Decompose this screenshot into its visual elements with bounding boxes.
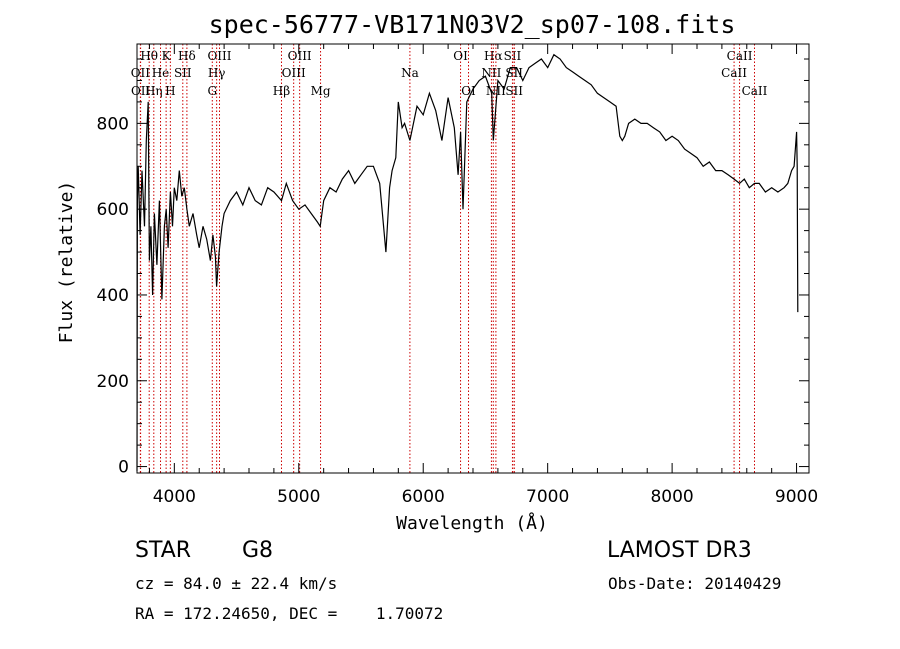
line-marker-label: SII bbox=[504, 49, 522, 63]
line-marker-label: CaII bbox=[727, 49, 753, 63]
ra-dec: RA = 172.24650, DEC = 1.70072 bbox=[135, 604, 444, 623]
line-marker-label: OI bbox=[461, 84, 476, 98]
line-marker-label: Hθ bbox=[140, 49, 158, 63]
x-tick-label: 7000 bbox=[526, 487, 569, 507]
line-marker-label: CaII bbox=[742, 84, 768, 98]
line-marker-label: K bbox=[162, 49, 172, 63]
x-axis-label: Wavelength (Å) bbox=[396, 512, 548, 534]
chart-title: spec-56777-VB171N03V2_sp07-108.fits bbox=[209, 10, 736, 39]
line-marker-label: OIII bbox=[282, 66, 306, 80]
y-tick-label: 200 bbox=[97, 372, 129, 392]
line-marker-label: SII bbox=[505, 84, 523, 98]
line-marker-label: Hη bbox=[145, 84, 163, 98]
y-axis: 0 200 400 600 800 bbox=[97, 58, 809, 478]
y-tick-label: 0 bbox=[118, 458, 129, 478]
line-marker-label: Hβ bbox=[273, 84, 290, 98]
y-tick-label: 600 bbox=[97, 200, 129, 220]
line-marker-label: H bbox=[165, 84, 175, 98]
x-tick-label: 4000 bbox=[153, 487, 196, 507]
line-marker-label: OII bbox=[131, 84, 151, 98]
spectrum-line bbox=[136, 53, 799, 471]
line-marker-label: CaII bbox=[721, 66, 747, 80]
x-tick-label: 5000 bbox=[277, 487, 320, 507]
x-tick-label: 9000 bbox=[775, 487, 818, 507]
line-marker-label: OI bbox=[453, 49, 468, 63]
line-marker-label: Na bbox=[401, 66, 419, 80]
line-marker-label: NII bbox=[481, 66, 501, 80]
x-tick-label: 6000 bbox=[402, 487, 445, 507]
line-marker-label: NII bbox=[486, 84, 506, 98]
x-tick-label: 8000 bbox=[650, 487, 693, 507]
y-tick-label: 800 bbox=[97, 114, 129, 134]
line-marker-label: Hα bbox=[484, 49, 503, 63]
line-marker-label: Hγ bbox=[208, 66, 226, 80]
object-class: STAR bbox=[135, 538, 192, 563]
y-axis-label: Flux (relative) bbox=[56, 181, 77, 344]
survey-name: LAMOST DR3 bbox=[607, 538, 752, 563]
y-tick-label: 400 bbox=[97, 286, 129, 306]
line-marker-label: Hδ bbox=[178, 49, 196, 63]
obs-date: Obs-Date: 20140429 bbox=[608, 574, 782, 593]
line-marker-label: SII bbox=[174, 66, 192, 80]
line-marker-label: G bbox=[207, 84, 217, 98]
line-marker-label: OIII bbox=[207, 49, 231, 63]
redshift-cz: cz = 84.0 ± 22.4 km/s bbox=[135, 574, 338, 593]
x-axis: 4000 5000 6000 7000 8000 9000 bbox=[148, 44, 818, 507]
plot-frame bbox=[136, 43, 810, 474]
line-marker-label: Mg bbox=[311, 84, 331, 98]
object-subclass: G8 bbox=[242, 538, 274, 563]
line-marker-label: He bbox=[152, 66, 170, 80]
line-marker-label: OIII bbox=[288, 49, 312, 63]
